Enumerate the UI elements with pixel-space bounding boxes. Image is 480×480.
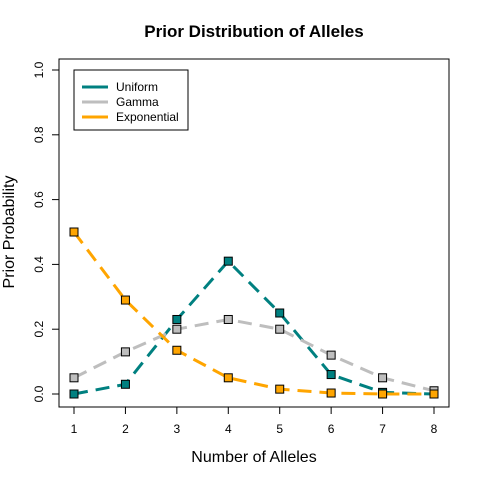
y-tick-label: 0.0 [32, 385, 46, 402]
data-point-uniform [120, 379, 130, 389]
series-line-exponential [72, 231, 434, 396]
y-tick-label: 0.4 [32, 256, 46, 273]
y-tick-label: 1.0 [32, 61, 46, 78]
data-point-gamma [120, 347, 130, 357]
x-tick-label: 7 [379, 422, 386, 436]
data-point-exponential [172, 345, 182, 355]
y-axis: 0.0 0.2 0.4 0.6 0.8 1.0 [32, 61, 59, 402]
chart-title: Prior Distribution of Alleles [144, 22, 363, 41]
data-point-exponential [223, 373, 233, 383]
y-tick-label: 0.2 [32, 321, 46, 338]
x-tick-label: 2 [122, 422, 129, 436]
data-point-uniform [223, 256, 233, 266]
x-tick-label: 1 [71, 422, 78, 436]
y-tick-label: 0.6 [32, 191, 46, 208]
legend-label-exponential: Exponential [116, 110, 179, 124]
y-axis-label: Prior Probability [1, 176, 18, 289]
data-point-exponential [429, 389, 439, 399]
data-point-gamma [378, 373, 388, 383]
data-point-gamma [275, 324, 285, 334]
series-lines [72, 231, 435, 396]
y-tick-label: 0.8 [32, 126, 46, 143]
data-point-gamma [326, 350, 336, 360]
series-line-uniform [73, 259, 435, 396]
x-axis: 1 2 3 4 5 6 7 8 [71, 407, 438, 436]
legend-label-gamma: Gamma [116, 95, 159, 109]
x-tick-label: 5 [276, 422, 283, 436]
data-point-uniform [275, 308, 285, 318]
x-axis-label: Number of Alleles [191, 449, 316, 466]
x-tick-label: 3 [174, 422, 181, 436]
data-point-gamma [223, 314, 233, 324]
data-point-exponential [378, 389, 388, 399]
data-point-exponential [275, 384, 285, 394]
data-point-exponential [326, 388, 336, 398]
data-point-exponential [120, 295, 130, 305]
x-tick-label: 6 [328, 422, 335, 436]
data-point-exponential [69, 227, 79, 237]
series-line-gamma [73, 318, 435, 393]
data-point-uniform [172, 314, 182, 324]
legend-label-uniform: Uniform [116, 80, 158, 94]
data-point-gamma [172, 324, 182, 334]
plot-frame [58, 58, 450, 408]
data-point-uniform [69, 389, 79, 399]
x-tick-label: 4 [225, 422, 232, 436]
x-tick-label: 8 [431, 422, 438, 436]
legend-box [73, 69, 189, 131]
data-point-gamma [69, 373, 79, 383]
data-point-uniform [326, 370, 336, 380]
series-points [69, 227, 439, 399]
